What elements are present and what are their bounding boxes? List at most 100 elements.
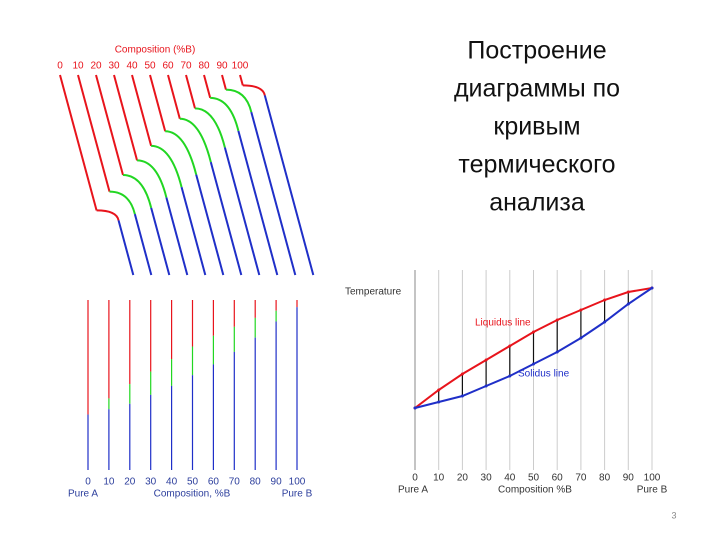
x-tick-label: 90 — [216, 61, 228, 72]
x-tick-label: 40 — [166, 477, 178, 488]
point — [650, 286, 654, 290]
x-tick-label: 30 — [145, 477, 157, 488]
x-tick-label: 100 — [289, 477, 306, 488]
mushy-segment — [225, 88, 253, 113]
cooling-title: Composition (%B) — [115, 45, 196, 56]
mushy-segment — [151, 144, 183, 188]
left-label: Pure A — [398, 485, 428, 496]
point — [532, 330, 535, 334]
right-label: Pure B — [637, 485, 668, 496]
x-tick-label: 20 — [90, 61, 102, 72]
mushy-segment — [109, 190, 136, 215]
y-axis-label: Temperature — [345, 287, 402, 298]
slide-title: кривым — [493, 113, 580, 141]
solid-segment — [195, 174, 225, 276]
point — [555, 318, 559, 322]
solid-segment — [180, 186, 207, 276]
mushy-segment — [210, 96, 240, 132]
x-tick-label: 60 — [208, 477, 220, 488]
liquid-segment — [221, 74, 227, 90]
x-tick-label: 90 — [271, 477, 283, 488]
solid-segment — [133, 213, 153, 276]
slide-title: термического — [458, 151, 615, 179]
slide-title: Построение — [467, 37, 606, 65]
page-number: 3 — [671, 510, 676, 520]
solid-segment — [263, 95, 315, 276]
liquid-segment — [59, 74, 98, 211]
x-tick-label: 90 — [623, 473, 635, 484]
mushy-segment — [122, 174, 153, 209]
liquid-segment — [131, 74, 153, 147]
solid-segment — [237, 130, 279, 276]
solid-segment — [117, 220, 135, 276]
x-tick-label: 10 — [433, 473, 445, 484]
point — [603, 298, 607, 302]
point — [460, 372, 464, 376]
point — [460, 394, 464, 398]
x-tick-label: 0 — [85, 477, 91, 488]
mushy-segment — [179, 117, 212, 163]
solid-segment — [209, 161, 243, 276]
liquid-segment — [95, 74, 124, 176]
liquid-segment — [77, 74, 111, 192]
slide-title: анализа — [489, 189, 585, 217]
solid-segment — [223, 147, 261, 276]
point — [626, 302, 630, 306]
x-tick-label: 40 — [504, 473, 516, 484]
mushy-segment — [194, 107, 226, 148]
x-tick-label: 60 — [552, 473, 564, 484]
point — [508, 344, 512, 348]
liquid-segment — [185, 74, 196, 109]
liquid-segment — [167, 74, 181, 120]
point — [626, 290, 630, 294]
point — [508, 374, 512, 378]
x-tick-label: 70 — [575, 473, 587, 484]
point — [484, 384, 488, 388]
solid-segment — [165, 197, 189, 276]
mushy-segment — [165, 130, 198, 175]
x-tick-label: 50 — [528, 473, 540, 484]
x-tick-label: 0 — [57, 61, 63, 72]
point — [579, 308, 583, 312]
x-tick-label: 80 — [599, 473, 611, 484]
right-label: Pure B — [282, 489, 313, 500]
point — [555, 350, 559, 354]
x-tick-label: 70 — [229, 477, 241, 488]
x-tick-label: 20 — [457, 473, 469, 484]
x-tick-label: 50 — [187, 477, 199, 488]
point — [484, 358, 488, 362]
left-label: Pure A — [68, 489, 98, 500]
solid-segment — [150, 207, 171, 276]
x-axis-label: Composition %B — [498, 485, 572, 496]
x-tick-label: 50 — [144, 61, 156, 72]
mushy-segment — [242, 84, 266, 96]
x-tick-label: 30 — [481, 473, 493, 484]
x-tick-label: 20 — [124, 477, 136, 488]
liquid-segment — [149, 74, 167, 132]
point — [532, 362, 535, 366]
x-tick-label: 60 — [162, 61, 174, 72]
x-tick-label: 80 — [250, 477, 262, 488]
point — [413, 406, 417, 410]
series-label: Liquidus line — [475, 318, 531, 329]
slide-title: диаграммы по — [454, 75, 620, 103]
x-tick-label: 100 — [232, 61, 249, 72]
x-tick-label: 30 — [108, 61, 120, 72]
x-tick-label: 40 — [126, 61, 138, 72]
series-label: Solidus line — [518, 369, 570, 380]
point — [579, 336, 583, 340]
mushy-segment — [136, 159, 168, 198]
point — [437, 400, 441, 404]
liquid-segment — [239, 74, 244, 86]
x-tick-label: 10 — [72, 61, 84, 72]
x-axis-label: Composition, %B — [154, 489, 231, 500]
x-tick-label: 10 — [103, 477, 115, 488]
x-tick-label: 100 — [644, 473, 661, 484]
solid-segment — [250, 111, 297, 276]
mushy-segment — [96, 209, 120, 221]
x-tick-label: 80 — [198, 61, 210, 72]
x-tick-label: 0 — [412, 473, 418, 484]
point — [437, 388, 441, 392]
liquid-segment — [113, 74, 139, 161]
